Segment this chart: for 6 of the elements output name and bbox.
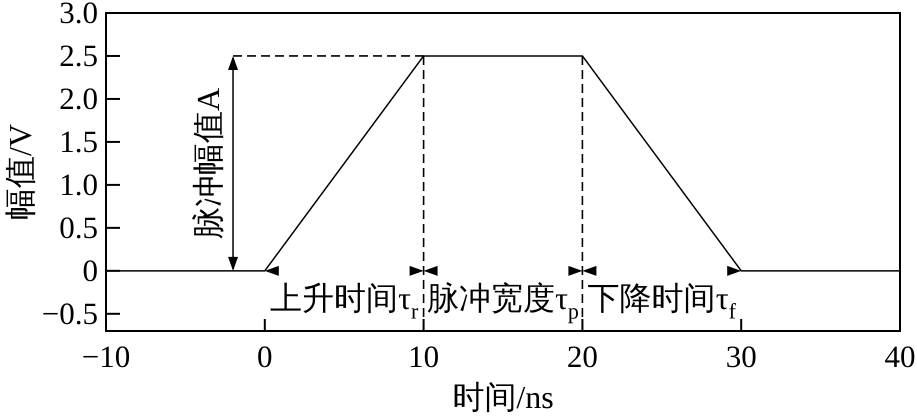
ylabel: 幅值/V xyxy=(2,124,38,220)
xlabel: 时间/ns xyxy=(452,379,554,415)
annotation: 脉冲宽度τ$_{p}$ xyxy=(427,280,579,324)
annotation: 上升时间τ$_{r}$ xyxy=(270,280,418,324)
annotation: 脉冲幅值A xyxy=(190,88,226,239)
annotation: 下降时间τ$_{f}$ xyxy=(588,280,736,324)
